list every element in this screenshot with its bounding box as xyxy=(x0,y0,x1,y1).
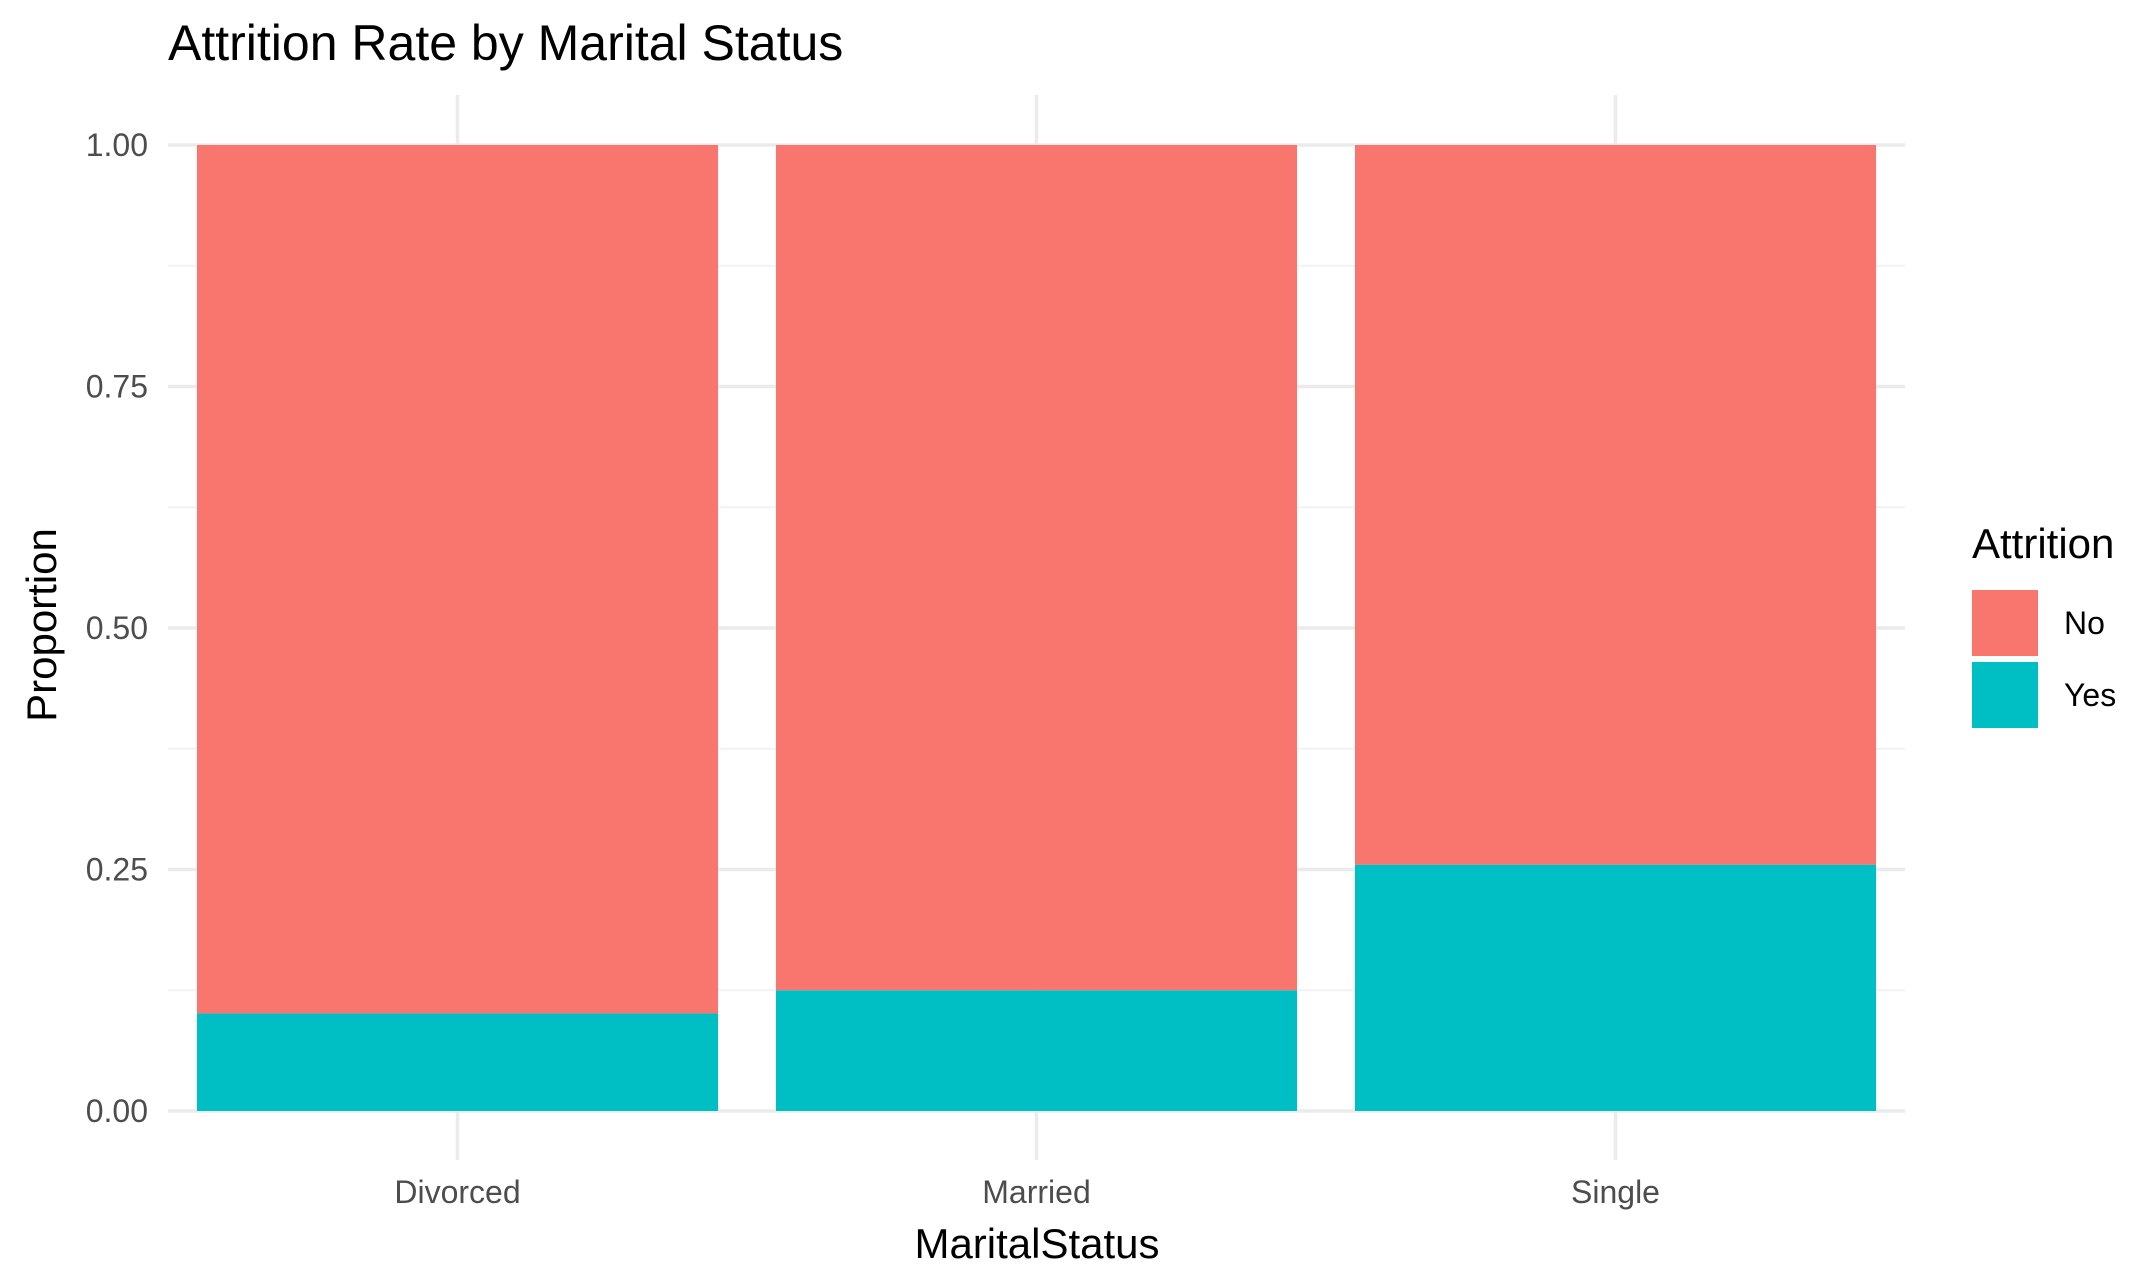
y-axis-title: Proportion xyxy=(18,528,65,722)
legend-key-no xyxy=(1972,590,2038,656)
bar-single-yes xyxy=(1354,864,1877,1111)
x-axis-ticks: Divorced Married Single xyxy=(394,1174,1660,1210)
bar-divorced-yes xyxy=(196,1013,719,1111)
x-tick-label: Divorced xyxy=(394,1174,520,1210)
bar-single-no xyxy=(1354,145,1877,865)
legend-label-yes: Yes xyxy=(2064,677,2116,713)
chart-title: Attrition Rate by Marital Status xyxy=(168,15,843,71)
y-tick-label: 0.25 xyxy=(86,852,148,888)
y-tick-label: 0.00 xyxy=(86,1093,148,1129)
x-tick-label: Married xyxy=(982,1174,1090,1210)
y-axis-ticks: 0.00 0.25 0.50 0.75 1.00 xyxy=(86,127,148,1129)
y-tick-label: 1.00 xyxy=(86,127,148,163)
legend-key-yes xyxy=(1972,662,2038,728)
y-tick-label: 0.75 xyxy=(86,369,148,405)
bar-married-yes xyxy=(775,990,1298,1111)
legend-label-no: No xyxy=(2064,605,2105,641)
legend: Attrition No Yes xyxy=(1972,520,2116,728)
bars xyxy=(196,145,1877,1111)
x-axis-title: MaritalStatus xyxy=(914,1220,1159,1267)
y-tick-label: 0.50 xyxy=(86,610,148,646)
legend-title: Attrition xyxy=(1972,520,2114,567)
bar-married-no xyxy=(775,145,1298,991)
x-tick-label: Single xyxy=(1571,1174,1660,1210)
bar-divorced-no xyxy=(196,145,719,1014)
